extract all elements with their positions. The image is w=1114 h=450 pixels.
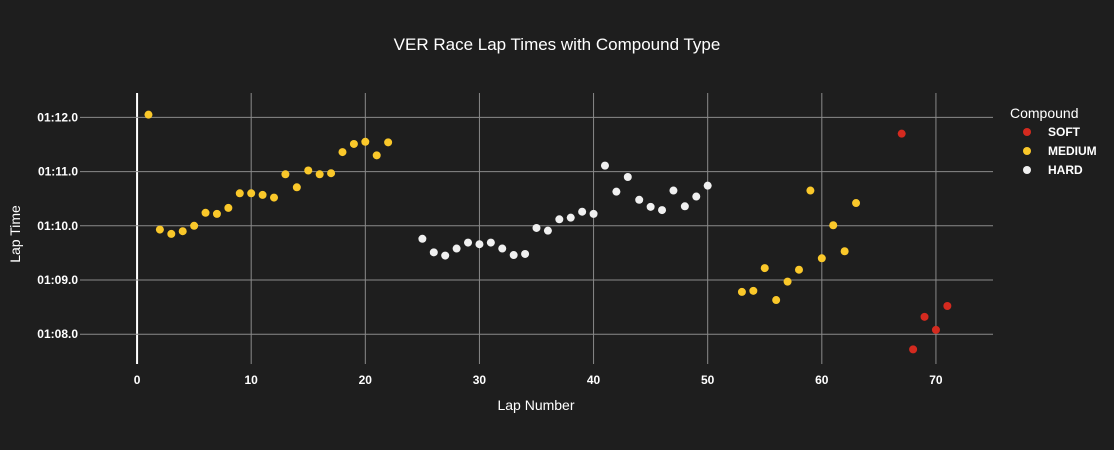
legend[interactable]: Compound SOFT MEDIUM HARD xyxy=(1010,105,1097,177)
data-point-medium[interactable] xyxy=(794,265,803,274)
data-point-hard[interactable] xyxy=(658,206,667,215)
x-tick-label: 10 xyxy=(245,373,259,387)
data-point-medium[interactable] xyxy=(772,296,781,305)
data-point-medium[interactable] xyxy=(201,208,210,217)
data-point-hard[interactable] xyxy=(703,181,712,190)
data-point-medium[interactable] xyxy=(749,286,758,295)
data-point-medium[interactable] xyxy=(281,170,290,179)
data-point-medium[interactable] xyxy=(190,221,199,230)
x-tick-label: 0 xyxy=(134,373,141,387)
x-tick-label: 50 xyxy=(701,373,715,387)
legend-marker xyxy=(1023,147,1031,155)
data-point-hard[interactable] xyxy=(521,249,530,258)
legend-title: Compound xyxy=(1010,105,1079,121)
data-point-medium[interactable] xyxy=(840,247,849,256)
data-point-hard[interactable] xyxy=(543,226,552,235)
data-point-soft[interactable] xyxy=(897,129,906,138)
x-tick-label: 30 xyxy=(473,373,487,387)
data-point-hard[interactable] xyxy=(452,244,461,253)
data-point-hard[interactable] xyxy=(646,202,655,211)
legend-item-hard[interactable]: HARD xyxy=(1023,163,1083,177)
data-points xyxy=(144,110,952,354)
data-point-hard[interactable] xyxy=(486,238,495,247)
data-point-medium[interactable] xyxy=(178,227,187,236)
data-point-medium[interactable] xyxy=(806,186,815,195)
tick-labels: 0 10 20 30 40 50 60 70 01:08.0 01:09.0 01:10.0 01:1… xyxy=(37,110,943,387)
data-point-medium[interactable] xyxy=(144,110,153,119)
legend-marker xyxy=(1023,166,1031,174)
x-tick-label: 60 xyxy=(815,373,829,387)
data-point-medium[interactable] xyxy=(155,225,164,234)
data-point-soft[interactable] xyxy=(920,312,929,321)
y-tick-label: 01:12.0 xyxy=(37,110,78,124)
data-point-medium[interactable] xyxy=(852,199,861,208)
data-point-medium[interactable] xyxy=(384,138,393,147)
data-point-medium[interactable] xyxy=(338,148,347,157)
data-point-medium[interactable] xyxy=(349,139,358,148)
y-axis-title: Lap Time xyxy=(7,205,23,263)
y-tick-label: 01:09.0 xyxy=(37,273,78,287)
data-point-hard[interactable] xyxy=(635,195,644,204)
data-point-medium[interactable] xyxy=(247,189,256,198)
legend-marker xyxy=(1023,128,1031,136)
legend-label: HARD xyxy=(1048,163,1083,177)
data-point-soft[interactable] xyxy=(943,302,952,311)
data-point-hard[interactable] xyxy=(441,251,450,260)
data-point-medium[interactable] xyxy=(760,264,769,273)
data-point-medium[interactable] xyxy=(829,221,838,230)
grid-lines xyxy=(80,93,993,364)
data-point-hard[interactable] xyxy=(498,244,507,253)
data-point-medium[interactable] xyxy=(270,193,279,202)
data-point-medium[interactable] xyxy=(361,137,370,146)
data-point-medium[interactable] xyxy=(304,166,313,175)
data-point-medium[interactable] xyxy=(327,169,336,178)
data-point-hard[interactable] xyxy=(464,238,473,247)
y-tick-label: 01:10.0 xyxy=(37,219,78,233)
x-tick-label: 70 xyxy=(929,373,943,387)
data-point-medium[interactable] xyxy=(258,190,267,199)
data-point-hard[interactable] xyxy=(475,240,484,249)
data-point-hard[interactable] xyxy=(692,192,701,201)
data-point-medium[interactable] xyxy=(315,170,324,179)
series-soft xyxy=(897,129,952,354)
data-point-medium[interactable] xyxy=(224,203,233,212)
y-tick-label: 01:08.0 xyxy=(37,327,78,341)
data-point-medium[interactable] xyxy=(212,209,221,218)
data-point-hard[interactable] xyxy=(566,213,575,222)
data-point-medium[interactable] xyxy=(372,151,381,160)
data-point-hard[interactable] xyxy=(429,248,438,257)
legend-item-medium[interactable]: MEDIUM xyxy=(1023,144,1097,158)
x-axis-title: Lap Number xyxy=(497,397,574,413)
data-point-hard[interactable] xyxy=(532,223,541,232)
x-tick-label: 40 xyxy=(587,373,601,387)
data-point-hard[interactable] xyxy=(418,234,427,243)
chart-title: VER Race Lap Times with Compound Type xyxy=(394,35,721,54)
data-point-hard[interactable] xyxy=(612,187,621,196)
series-hard xyxy=(418,161,712,260)
legend-label: SOFT xyxy=(1048,125,1081,139)
data-point-hard[interactable] xyxy=(589,209,598,218)
data-point-soft[interactable] xyxy=(909,345,918,354)
series-medium xyxy=(144,110,861,305)
data-point-hard[interactable] xyxy=(680,202,689,211)
legend-item-soft[interactable]: SOFT xyxy=(1023,125,1081,139)
data-point-medium[interactable] xyxy=(783,277,792,286)
data-point-soft[interactable] xyxy=(931,325,940,334)
data-point-hard[interactable] xyxy=(509,251,518,260)
data-point-medium[interactable] xyxy=(292,183,301,192)
legend-label: MEDIUM xyxy=(1048,144,1097,158)
x-tick-label: 20 xyxy=(359,373,373,387)
data-point-medium[interactable] xyxy=(235,189,244,198)
data-point-medium[interactable] xyxy=(817,254,826,263)
data-point-hard[interactable] xyxy=(600,161,609,170)
data-point-hard[interactable] xyxy=(669,186,678,195)
data-point-hard[interactable] xyxy=(623,173,632,182)
data-point-hard[interactable] xyxy=(555,215,564,224)
y-tick-label: 01:11.0 xyxy=(38,165,78,179)
data-point-hard[interactable] xyxy=(578,207,587,216)
data-point-medium[interactable] xyxy=(737,287,746,296)
data-point-medium[interactable] xyxy=(167,229,176,238)
